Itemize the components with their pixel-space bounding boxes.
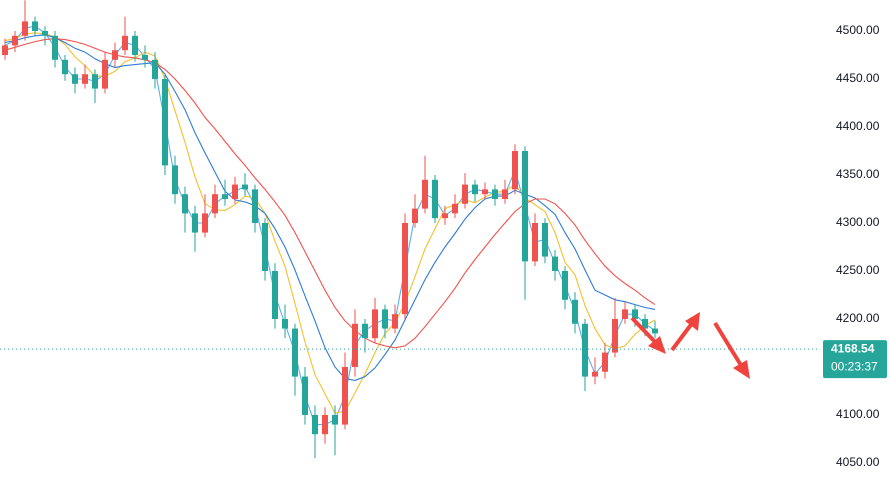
arrow-head (648, 336, 666, 354)
candle-body (632, 309, 638, 319)
candle-body (92, 74, 98, 89)
candle-body (82, 74, 88, 84)
candle-body (242, 184, 248, 190)
candle-body (572, 299, 578, 324)
candle-body (432, 179, 438, 219)
candle-body (192, 213, 198, 233)
candle-body (612, 318, 618, 353)
candle-body (232, 184, 238, 199)
last-price-box (823, 340, 887, 379)
candle-body (122, 35, 128, 51)
candle-body (512, 150, 518, 190)
arrow-shaft (713, 321, 744, 369)
candle-body (492, 189, 498, 199)
y-tick-label: 4350.00 (836, 167, 880, 181)
y-tick-label: 4450.00 (836, 71, 880, 85)
candle-body (182, 194, 188, 214)
candle-body (402, 222, 408, 315)
candle-body (652, 328, 658, 334)
candle-body (442, 213, 448, 219)
moving-average-line (4, 34, 656, 381)
candle-body (332, 414, 338, 425)
candle-body (202, 213, 208, 233)
candle-body (262, 222, 268, 271)
arrow-shaft (630, 316, 659, 346)
candle-body (2, 45, 8, 56)
candle-body (12, 35, 18, 46)
candle-body (112, 50, 118, 60)
candle-body (322, 414, 328, 435)
candle-body (212, 194, 218, 214)
candle-body (172, 165, 178, 195)
candle-body (482, 189, 488, 195)
candle-body (302, 376, 308, 415)
candle-body (32, 21, 38, 32)
candle-body (392, 314, 398, 329)
candle-body (642, 318, 648, 329)
y-tick-label: 4400.00 (836, 119, 880, 133)
candle-body (502, 189, 508, 199)
candle-body (282, 318, 288, 329)
candle-body (582, 323, 588, 377)
candle-body (452, 203, 458, 214)
candle-body (152, 59, 158, 80)
candle-body (132, 35, 138, 56)
candle-body (42, 31, 48, 36)
candle-body (522, 150, 528, 262)
y-tick-label: 4050.00 (836, 455, 880, 469)
candle-body (592, 371, 598, 377)
moving-average-line (4, 32, 656, 414)
candle-body (462, 184, 468, 204)
y-tick-label: 4250.00 (836, 263, 880, 277)
candle-body (312, 414, 318, 435)
candle-body (542, 222, 548, 257)
arrow-shaft (670, 320, 695, 352)
candle-body (382, 309, 388, 329)
last-price-label: 4168.54 (831, 341, 875, 355)
arrow-head (685, 312, 700, 331)
y-tick-label: 4100.00 (836, 407, 880, 421)
candle-body (252, 189, 258, 223)
arrow-head (733, 360, 750, 379)
annotation-arrows (630, 312, 750, 379)
candle-body (352, 323, 358, 367)
candle-body (142, 55, 148, 60)
candle-body (222, 194, 228, 199)
candle-body (62, 59, 68, 75)
candle-body (412, 208, 418, 223)
candle-body (532, 222, 538, 262)
candle-body (162, 79, 168, 166)
candle-body (422, 179, 428, 209)
countdown-label: 00:23:37 (831, 359, 878, 373)
candle-body (72, 74, 78, 84)
candle-body (292, 328, 298, 377)
y-tick-label: 4200.00 (836, 311, 880, 325)
y-tick-label: 4500.00 (836, 23, 880, 37)
candle-body (472, 184, 478, 195)
candle-body (602, 352, 608, 372)
candle-body (372, 309, 378, 339)
candle-body (102, 59, 108, 89)
candle-body (552, 256, 558, 271)
y-tick-label: 4300.00 (836, 215, 880, 229)
plot: 4050.004100.004150.004200.004250.004300.… (0, 0, 887, 469)
candle-body (362, 323, 368, 339)
candle-body (562, 270, 568, 300)
candle-body (52, 35, 58, 60)
candle-body (622, 309, 628, 319)
candle-body (272, 270, 278, 319)
candle-body (22, 21, 28, 36)
candle-body (342, 366, 348, 425)
